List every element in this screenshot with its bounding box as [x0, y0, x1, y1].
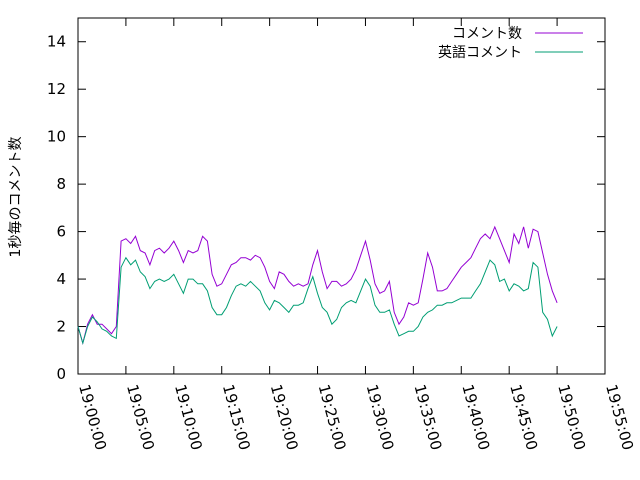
y-tick-label: 12	[47, 80, 66, 98]
x-tick-label: 19:15:00	[219, 382, 254, 452]
legend-label: コメント数	[452, 26, 522, 42]
plot-border	[77, 17, 606, 375]
legend-label: 英語コメント	[438, 44, 522, 61]
x-tick-label: 19:10:00	[171, 382, 206, 452]
x-tick-label: 19:05:00	[123, 382, 158, 452]
plot-frame	[77, 17, 606, 375]
y-tick-label: 0	[56, 365, 66, 383]
x-tick-label: 19:00:00	[75, 382, 110, 452]
x-tick-label: 19:35:00	[410, 382, 445, 452]
y-tick-label: 2	[56, 318, 66, 336]
y-tick-label: 8	[56, 175, 66, 193]
x-tick-label: 19:55:00	[602, 382, 637, 452]
x-tick-label: 19:30:00	[363, 382, 398, 452]
x-tick-label: 19:40:00	[458, 382, 493, 452]
x-tick-label: 19:20:00	[267, 382, 302, 452]
y-tick-label: 10	[47, 128, 66, 146]
x-tick-label: 19:25:00	[315, 382, 350, 452]
y-tick-label: 4	[56, 270, 66, 288]
series-line-1	[77, 225, 558, 346]
x-tick-label: 19:50:00	[554, 382, 589, 452]
x-tick-label: 19:45:00	[506, 382, 541, 452]
y-axis-ticks: 0 2 4 6 8 10 12 14	[47, 33, 605, 383]
y-axis-label: 1秒毎のコメント数	[8, 137, 24, 258]
y-tick-label: 14	[47, 33, 66, 51]
x-axis-ticks: 19:00:00 19:05:00 19:10:00 19:15:00 19:20:00…	[75, 18, 637, 452]
series-layer	[77, 225, 558, 346]
y-tick-label: 6	[56, 223, 66, 241]
series-line-2	[77, 256, 558, 345]
